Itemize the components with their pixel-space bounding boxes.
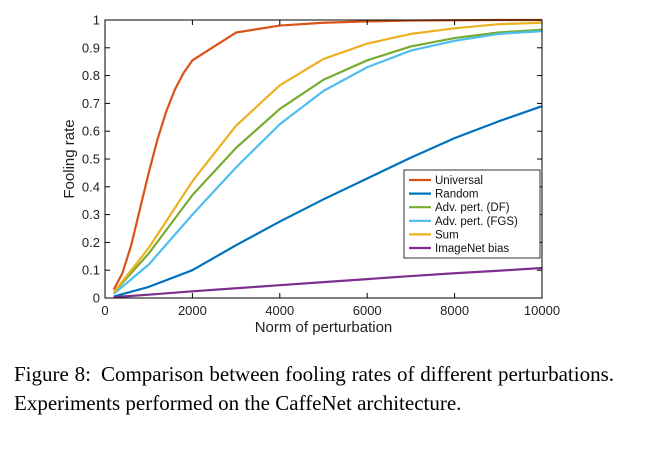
- legend-entry: Random: [435, 189, 478, 201]
- legend-box: [403, 169, 541, 259]
- x-axis-label: Norm of perturbation: [255, 319, 393, 336]
- y-axis-label: Fooling rate: [61, 119, 78, 198]
- series-line-5: [113, 266, 543, 299]
- series-line-4: [112, 21, 543, 294]
- series-line-3: [113, 30, 543, 295]
- series-line-0: [112, 18, 542, 291]
- y-tick-label: 0.7: [82, 96, 100, 111]
- figure-caption-label: Figure 8:: [14, 362, 91, 386]
- x-tick-label: 2000: [178, 303, 207, 318]
- legend-entry: Universal: [435, 175, 483, 187]
- y-tick-label: 0.2: [82, 235, 100, 250]
- series-layer: [112, 18, 543, 299]
- legend-entry: ImageNet bias: [435, 243, 509, 255]
- y-tick-label: 0.8: [82, 68, 100, 83]
- legend-entry: Adv. pert. (FGS): [435, 216, 518, 228]
- y-tick-label: 0.3: [82, 207, 100, 222]
- x-tick-label: 6000: [353, 303, 382, 318]
- y-tick-label: 0: [93, 291, 100, 306]
- axis-ticks: 0 2000 4000 6000 8000 10000 0 0.1 0.2 0.3 0.4 0.5 0.…: [82, 13, 560, 319]
- y-tick-label: 0.5: [82, 152, 100, 167]
- x-tick-label: 10000: [524, 303, 560, 318]
- fooling-rate-chart: 0 2000 4000 6000 8000 10000 0 0.1 0.2 0.3 0.4 0.5 0.…: [61, 13, 560, 337]
- series-line-1: [113, 105, 543, 298]
- y-tick-label: 0.4: [82, 179, 100, 194]
- figure-caption: Figure 8: Comparison between fooling rate…: [14, 360, 614, 418]
- y-tick-label: 0.9: [82, 40, 100, 55]
- y-tick-label: 1: [93, 13, 100, 28]
- y-tick-label: 0.6: [82, 124, 100, 139]
- series-line-2: [112, 28, 543, 294]
- x-tick-label: 0: [101, 303, 108, 318]
- legend-entry: Sum: [435, 229, 459, 241]
- y-tick-label: 0.1: [82, 263, 100, 278]
- legend-entry: Adv. pert. (DF): [435, 202, 510, 214]
- figure-caption-text: Comparison between fooling rates of diff…: [14, 362, 614, 415]
- x-tick-label: 8000: [440, 303, 469, 318]
- x-tick-label: 4000: [265, 303, 294, 318]
